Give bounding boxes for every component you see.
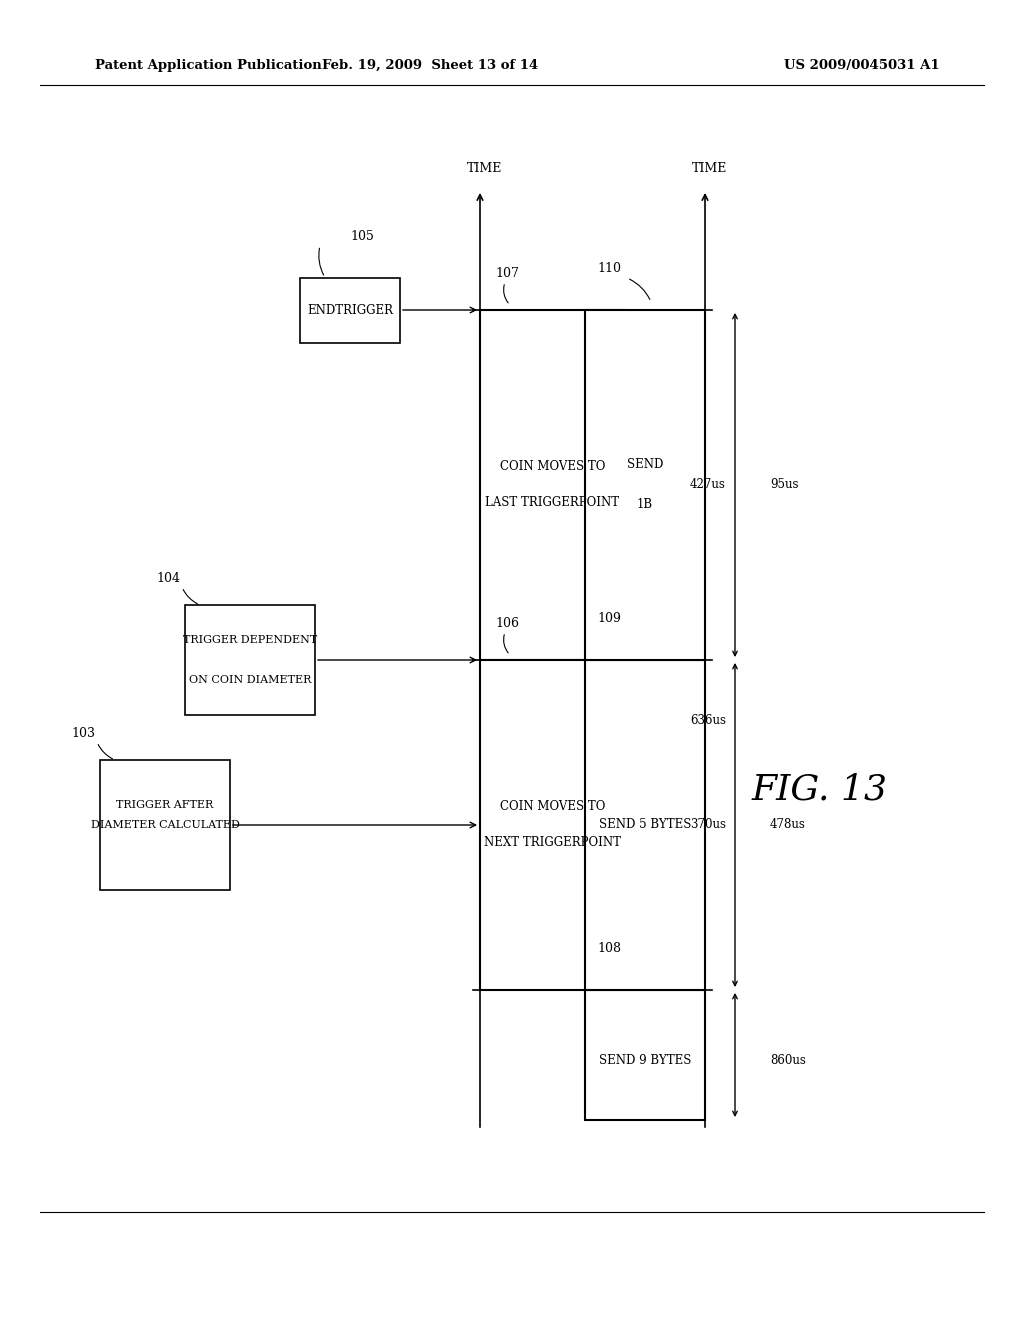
Text: ENDTRIGGER: ENDTRIGGER [307,304,393,317]
Bar [585,310,705,660]
Bar [480,310,625,660]
Text: LAST TRIGGERPOINT: LAST TRIGGERPOINT [485,496,620,510]
Text: COIN MOVES TO: COIN MOVES TO [500,461,605,474]
Text: 1B: 1B [637,499,653,511]
Text: 427us: 427us [690,479,726,491]
Text: 636us: 636us [690,714,726,726]
Text: 370us: 370us [690,818,726,832]
Text: NEXT TRIGGERPOINT: NEXT TRIGGERPOINT [484,837,621,850]
Text: 105: 105 [350,230,374,243]
Text: 104: 104 [156,572,180,585]
Text: 107: 107 [495,267,519,280]
Bar [585,990,705,1119]
Text: FIG. 13: FIG. 13 [752,774,888,807]
Text: SEND: SEND [627,458,664,471]
Text: 106: 106 [495,616,519,630]
Bar [100,760,230,890]
Bar [185,605,315,715]
Bar [480,660,625,990]
Text: 95us: 95us [770,479,799,491]
Text: 108: 108 [597,942,621,954]
Text: US 2009/0045031 A1: US 2009/0045031 A1 [784,58,940,71]
Bar [585,660,705,990]
Text: TIME: TIME [692,161,728,174]
Text: Patent Application Publication: Patent Application Publication [95,58,322,71]
Text: 860us: 860us [770,1053,806,1067]
Text: TRIGGER AFTER: TRIGGER AFTER [117,800,214,810]
Text: COIN MOVES TO: COIN MOVES TO [500,800,605,813]
Text: Feb. 19, 2009  Sheet 13 of 14: Feb. 19, 2009 Sheet 13 of 14 [322,58,539,71]
Text: SEND 5 BYTES: SEND 5 BYTES [599,818,691,832]
Bar [300,277,400,342]
Text: SEND 9 BYTES: SEND 9 BYTES [599,1053,691,1067]
Text: ON COIN DIAMETER: ON COIN DIAMETER [188,675,311,685]
Text: DIAMETER CALCULATED: DIAMETER CALCULATED [90,820,240,830]
Text: 109: 109 [597,612,621,624]
Text: 103: 103 [71,727,95,741]
Text: TRIGGER DEPENDENT: TRIGGER DEPENDENT [183,635,317,645]
Text: 478us: 478us [770,818,806,832]
Text: 110: 110 [597,261,621,275]
Text: TIME: TIME [467,161,503,174]
